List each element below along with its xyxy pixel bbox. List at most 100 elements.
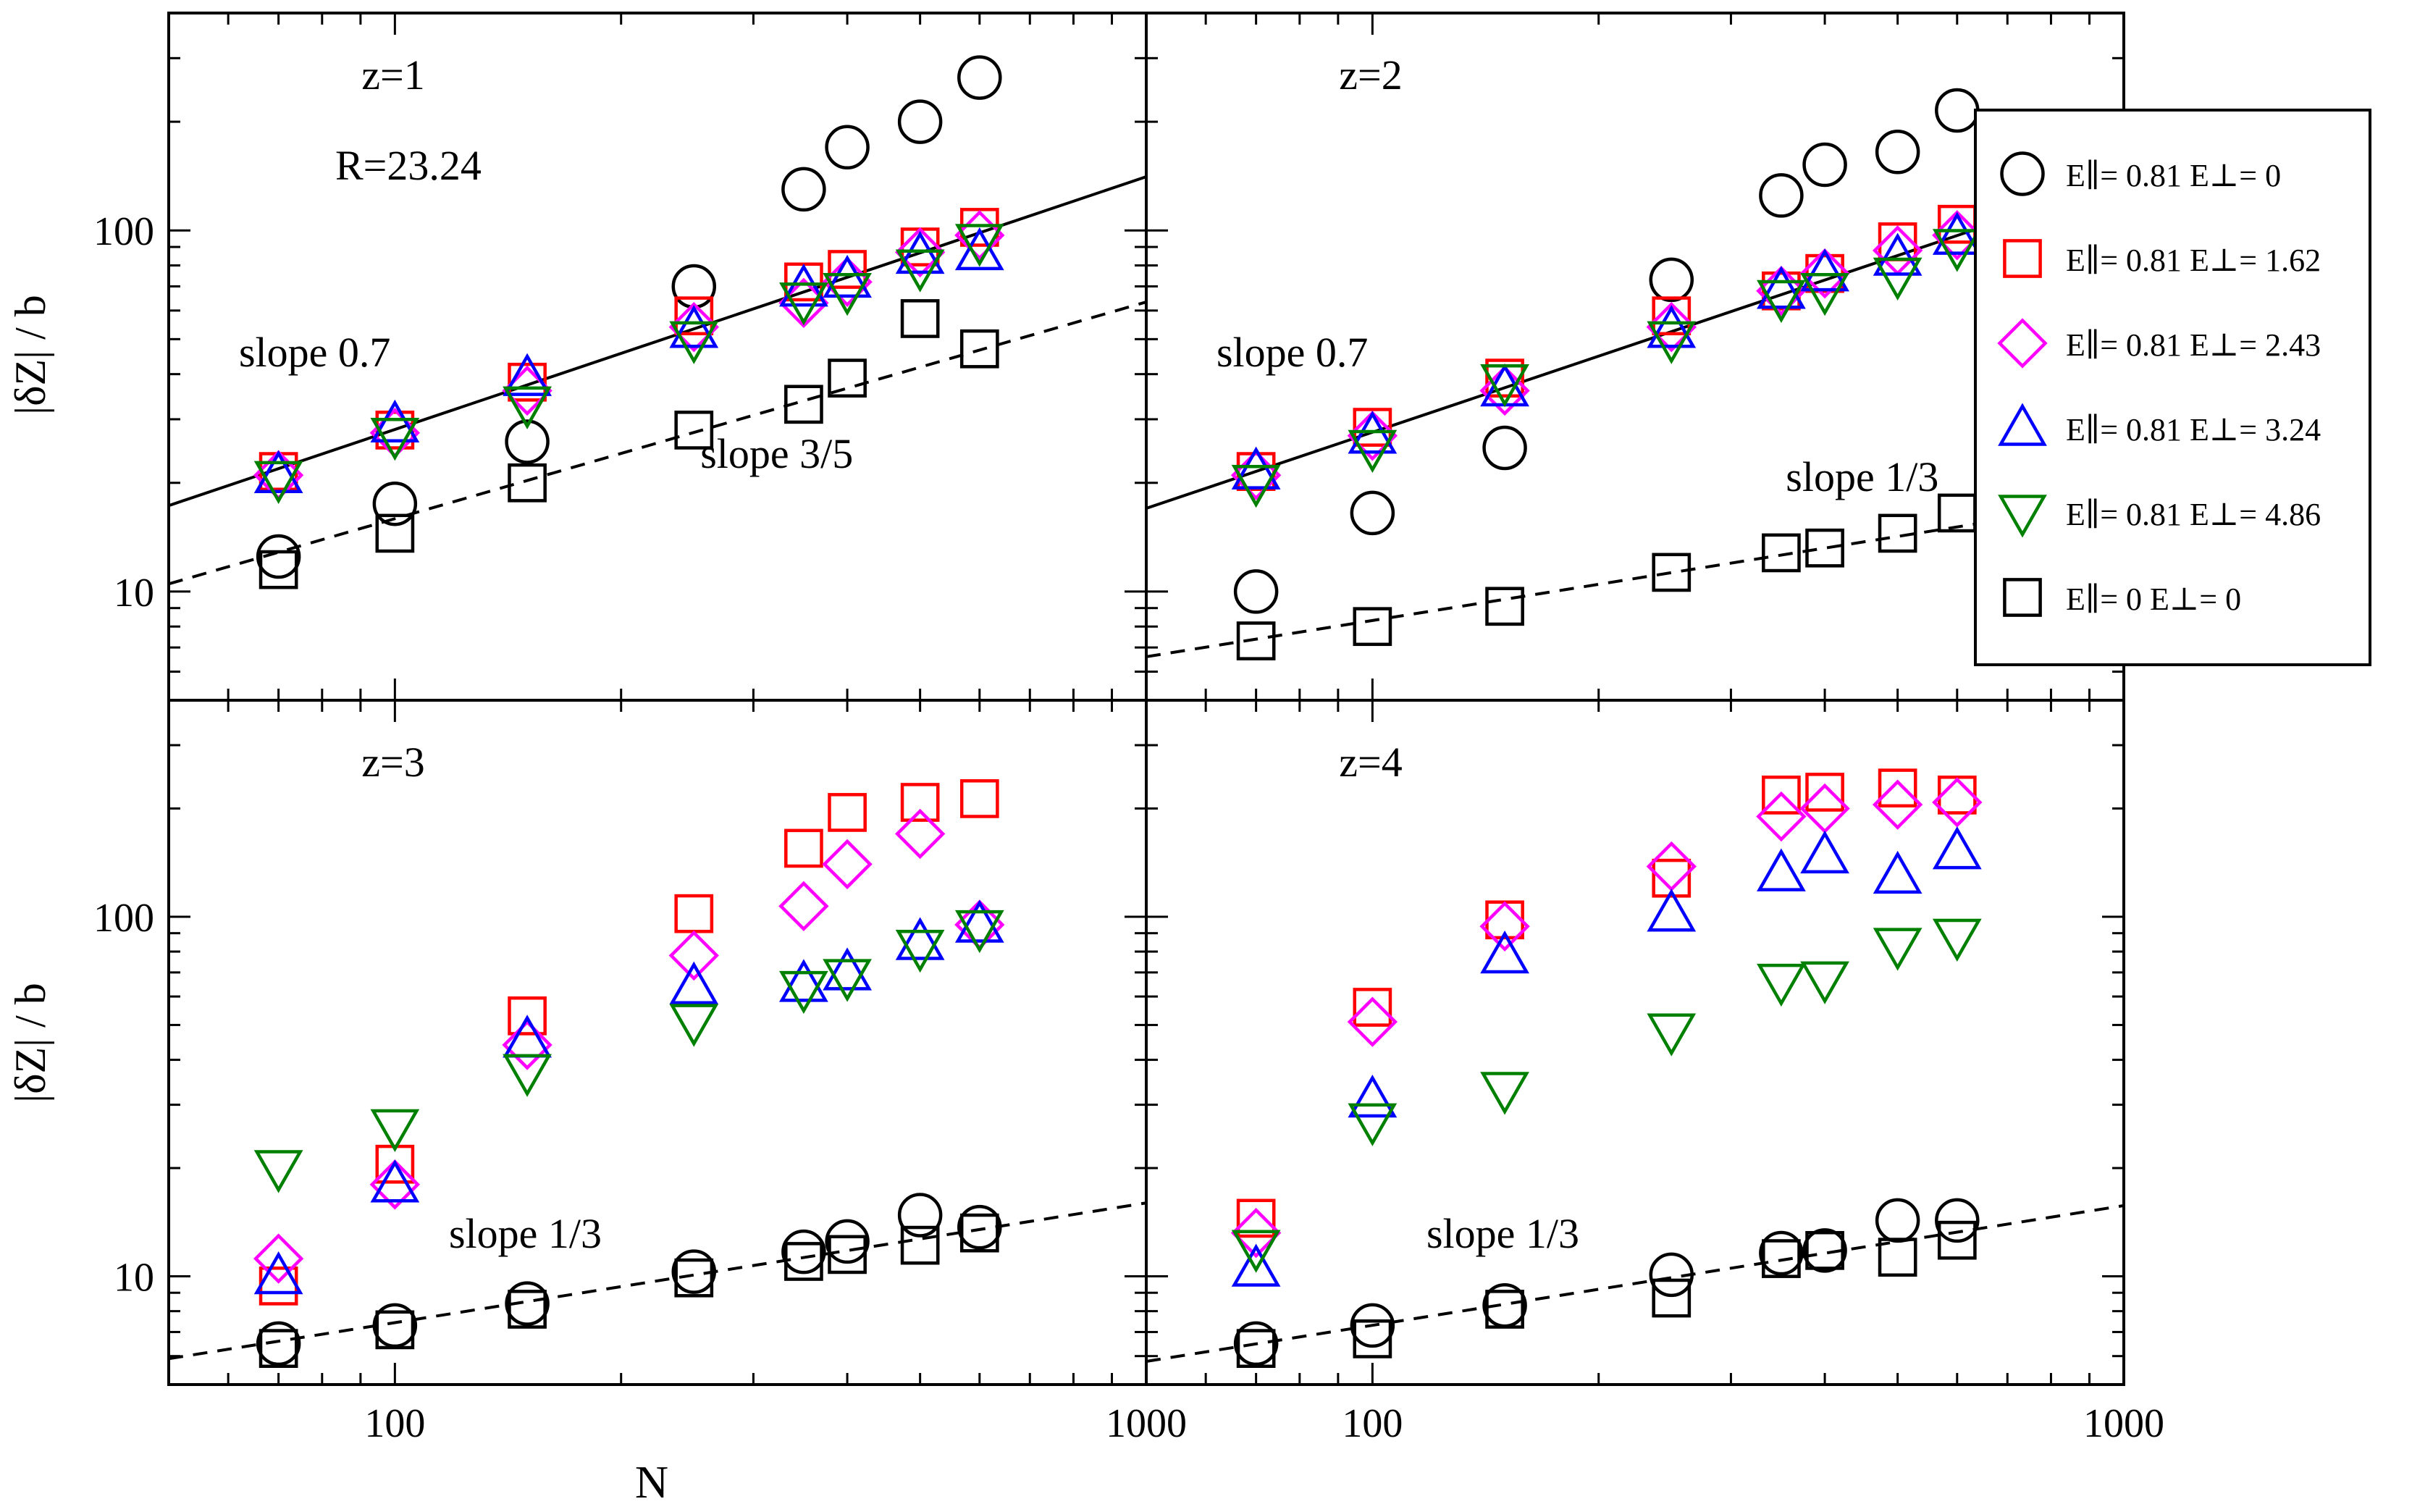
data-point-k-2 — [1878, 513, 1917, 553]
data-point-k-3 — [674, 1258, 714, 1298]
data-point-b-1 — [503, 353, 552, 396]
data-point-b-3 — [370, 1159, 420, 1203]
data-point-m-3 — [253, 1233, 304, 1284]
data-point-k-3 — [508, 1290, 547, 1329]
data-point-b-4 — [1757, 848, 1806, 891]
panel-3-fit-line-1 — [169, 1201, 1146, 1361]
slope-annotation: slope 1/3 — [1786, 453, 1938, 500]
data-point-b-2 — [1757, 266, 1806, 309]
y-tick-label: 100 — [93, 209, 154, 254]
data-point-c-2 — [1802, 142, 1847, 188]
data-point-k-3 — [959, 1213, 999, 1253]
data-point-b-2 — [1800, 248, 1849, 292]
panel-label: z=2 — [1339, 51, 1402, 98]
data-point-c-1 — [256, 534, 301, 579]
data-point-g-4 — [1647, 1013, 1697, 1057]
panel-4-fit-line-1 — [1146, 1204, 2124, 1363]
panel-1-fit-line-1 — [169, 175, 1146, 508]
data-point-k-2 — [1805, 528, 1844, 568]
data-point-c-1 — [781, 167, 826, 212]
data-point-r-1 — [508, 362, 547, 402]
data-point-g-4 — [1348, 1103, 1398, 1146]
data-point-m-3 — [668, 930, 719, 981]
data-point-b-1 — [823, 254, 872, 298]
data-point-k-4 — [1485, 1290, 1524, 1329]
data-point-g-1 — [823, 272, 872, 316]
data-point-g-4 — [1932, 918, 1982, 962]
data-point-c-4 — [1875, 1198, 1920, 1243]
data-point-m-4 — [1230, 1207, 1282, 1259]
data-point-r-4 — [1805, 773, 1844, 812]
data-point-g-3 — [779, 970, 828, 1015]
data-point-b-1 — [954, 227, 1004, 271]
data-point-k-2 — [1485, 587, 1524, 626]
data-point-g-3 — [370, 1109, 420, 1152]
data-point-b-1 — [370, 399, 420, 443]
data-point-c-3 — [505, 1281, 550, 1326]
data-point-c-3 — [957, 1204, 1002, 1250]
data-point-m-2 — [1799, 248, 1850, 299]
data-point-r-4 — [1937, 776, 1977, 815]
data-point-r-3 — [784, 828, 823, 868]
panel-1-fit-line-2 — [169, 301, 1146, 586]
slope-annotation: slope 3/5 — [700, 430, 853, 477]
data-point-c-4 — [1935, 1198, 1980, 1243]
data-point-r-2 — [1353, 408, 1392, 447]
data-point-c-3 — [256, 1321, 301, 1366]
panel-3-plot — [169, 779, 1146, 1369]
data-point-r-1 — [959, 208, 999, 247]
slope-annotation: slope 1/3 — [449, 1210, 602, 1257]
data-point-b-1 — [895, 230, 945, 274]
data-point-m-2 — [1347, 411, 1398, 461]
data-point-m-2 — [1646, 301, 1697, 353]
data-point-m-4 — [1932, 777, 1983, 828]
data-point-b-1 — [669, 305, 719, 348]
data-point-k-2 — [1353, 607, 1392, 647]
panel-2-plot — [1146, 88, 2124, 660]
data-point-r-4 — [1878, 768, 1917, 808]
data-point-k-3 — [259, 1329, 298, 1369]
data-point-c-4 — [1649, 1252, 1694, 1298]
data-point-c-4 — [1350, 1303, 1395, 1348]
data-point-k-4 — [1878, 1238, 1917, 1277]
panel-1-plot — [169, 55, 1146, 589]
data-point-r-4 — [1652, 858, 1692, 898]
data-point-g-2 — [1800, 272, 1849, 316]
data-point-g-1 — [895, 249, 945, 293]
data-point-m-1 — [668, 301, 719, 353]
x-tick-label: 1000 — [2083, 1401, 2164, 1446]
legend-label-b: E∥= 0.81 E⊥= 3.24 — [2066, 412, 2321, 448]
data-point-k-2 — [1236, 621, 1276, 660]
data-point-c-2 — [1350, 490, 1395, 536]
data-point-g-2 — [1932, 229, 1982, 272]
data-point-c-3 — [781, 1229, 826, 1274]
x-axis-label: N — [635, 1456, 668, 1508]
data-point-c-1 — [825, 125, 870, 170]
data-point-g-4 — [1480, 1072, 1529, 1115]
data-point-k-3 — [828, 1235, 867, 1274]
data-point-c-3 — [671, 1249, 717, 1294]
data-point-r-2 — [1485, 358, 1524, 398]
data-point-g-3 — [503, 1054, 552, 1097]
data-point-r-3 — [828, 793, 867, 832]
data-point-k-1 — [828, 358, 867, 398]
data-point-k-4 — [1652, 1278, 1692, 1318]
panel-label-secondary: R=23.24 — [335, 142, 482, 189]
data-point-b-3 — [669, 961, 719, 1004]
data-point-g-2 — [1231, 465, 1281, 508]
data-point-b-4 — [1348, 1074, 1398, 1118]
legend-label-g: E∥= 0.81 E⊥= 4.86 — [2066, 497, 2321, 532]
data-point-c-3 — [897, 1193, 943, 1238]
data-point-k-1 — [375, 513, 415, 553]
data-point-b-3 — [823, 947, 872, 991]
data-point-c-4 — [1233, 1321, 1279, 1366]
legend-label-m: E∥= 0.81 E⊥= 2.43 — [2066, 327, 2321, 363]
y-tick-label: 100 — [93, 896, 154, 941]
data-point-b-3 — [895, 917, 945, 960]
text-layer: N |δZ| / b |δZ| / b z=1 R=23.24 slope 0.7 s… — [7, 51, 2164, 1508]
data-point-r-3 — [959, 779, 999, 818]
data-point-b-4 — [1231, 1243, 1281, 1287]
data-point-c-4 — [1802, 1228, 1847, 1273]
data-point-m-4 — [1872, 779, 1923, 830]
data-point-k-1 — [959, 329, 999, 369]
